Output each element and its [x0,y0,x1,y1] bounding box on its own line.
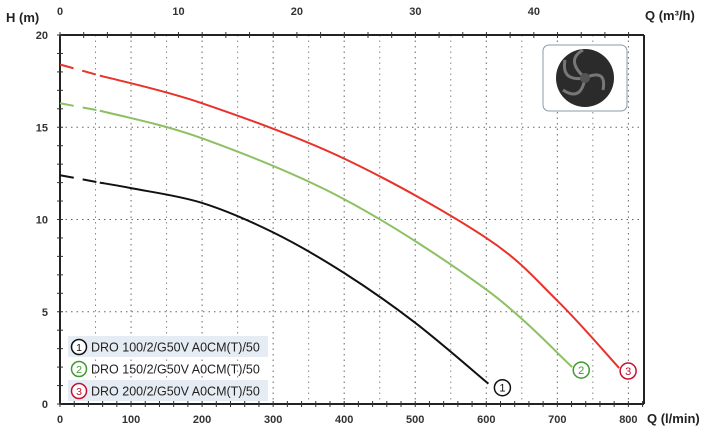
curve-marker-2 [572,361,590,379]
y-tick-label: 10 [36,215,48,227]
legend-marker-1 [70,338,88,356]
legend-marker-label: 2 [76,364,82,376]
legend: 1 DRO 100/2/G50V A0CM(T)/50 2 DRO 150/2/G50… [68,336,268,401]
x-tick-label: 800 [619,414,637,426]
x-tick-label: 100 [122,414,140,426]
legend-entry: DRO 200/2/G50V A0CM(T)/50 [91,385,260,399]
x2-tick-label: 10 [172,6,184,18]
x-tick-label: 0 [57,414,63,426]
legend-marker-3 [70,382,88,400]
curve-marker-3 [619,362,637,380]
legend-bg [68,336,268,357]
curve-marker-label: 1 [499,383,505,395]
x2-tick-label: 40 [528,6,540,18]
legend-marker-2 [70,360,88,378]
y-tick-label: 20 [36,30,48,42]
curve-marker-1 [493,378,512,397]
curve-marker-label: 2 [578,365,584,377]
legend-bg [68,380,268,401]
x-tick-label: 200 [193,414,211,426]
y-axis-label: H (m) [6,10,39,25]
x-tick-label: 700 [548,414,566,426]
y-tick-label: 5 [42,307,48,319]
series-dashed-3 [59,63,101,77]
x2-tick-label: 20 [291,6,303,18]
impeller-image [542,44,628,112]
x-tick-label: 300 [264,414,282,426]
x-tick-label: 600 [477,414,495,426]
x-tick-label: 500 [406,414,424,426]
y-tick-label: 0 [42,399,48,411]
curves: 1 2 3 [59,63,637,397]
x2-axis-label: Q (m³/h) [645,8,695,23]
legend-marker-label: 3 [76,386,82,398]
series-dashed-2 [59,102,100,112]
legend-entry: DRO 100/2/G50V A0CM(T)/50 [91,341,260,355]
legend-marker-label: 1 [76,342,82,354]
series-dashed-1 [59,174,100,184]
x2-tick-label: 0 [57,6,63,18]
legend-entry: DRO 150/2/G50V A0CM(T)/50 [91,363,260,377]
y-tick-label: 15 [36,122,48,134]
x-tick-label: 400 [335,414,353,426]
x2-tick-label: 30 [409,6,421,18]
series-line-2 [99,109,573,368]
x-axis-label: Q (l/min) [647,411,700,426]
series-line-3 [99,74,620,369]
series-line-1 [99,181,490,385]
curve-marker-label: 3 [625,366,631,378]
